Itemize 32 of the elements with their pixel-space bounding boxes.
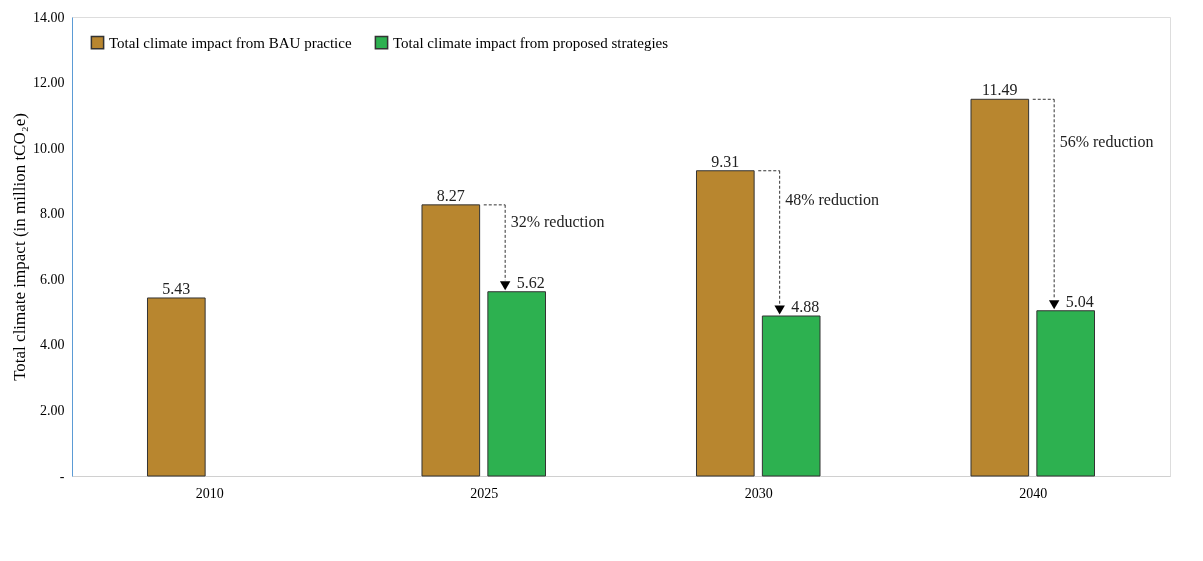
- legend-label: Total climate impact from proposed strategies: [393, 34, 669, 51]
- bar: [421, 204, 481, 477]
- data-label: 8.27: [436, 186, 465, 204]
- bar: [970, 98, 1030, 477]
- annotation: 48% reduction: [785, 190, 879, 208]
- y-tick-label: -: [59, 468, 65, 484]
- data-label: 9.31: [711, 152, 740, 170]
- bar: [487, 291, 547, 477]
- x-tick-label: 2025: [470, 485, 499, 501]
- y-tick-label: 14.00: [33, 9, 65, 25]
- data-label: 5.62: [516, 273, 545, 291]
- y-tick-label: 6.00: [40, 271, 65, 287]
- x-tick-label: 2040: [1019, 485, 1048, 501]
- y-axis-title: Total climate impact (in million tCO₂e): [10, 113, 29, 381]
- data-label: 11.49: [982, 81, 1018, 99]
- y-tick-label: 4.00: [40, 337, 65, 353]
- data-label: 4.88: [791, 298, 820, 316]
- data-label: 5.43: [162, 279, 191, 297]
- data-label: 5.04: [1065, 292, 1094, 310]
- bar: [695, 170, 755, 477]
- bar: [761, 315, 821, 477]
- annotation: 32% reduction: [510, 213, 605, 231]
- bar: [1036, 310, 1096, 477]
- y-tick-label: 2.00: [40, 402, 65, 418]
- annotation: 56% reduction: [1059, 132, 1154, 150]
- bar: [146, 297, 206, 477]
- legend-label: Total climate impact from BAU practice: [109, 34, 352, 51]
- x-tick-label: 2010: [195, 485, 224, 501]
- y-tick-label: 12.00: [33, 75, 65, 91]
- y-tick-label: 10.00: [33, 140, 65, 156]
- x-tick-label: 2030: [744, 485, 773, 501]
- y-tick-label: 8.00: [40, 206, 65, 222]
